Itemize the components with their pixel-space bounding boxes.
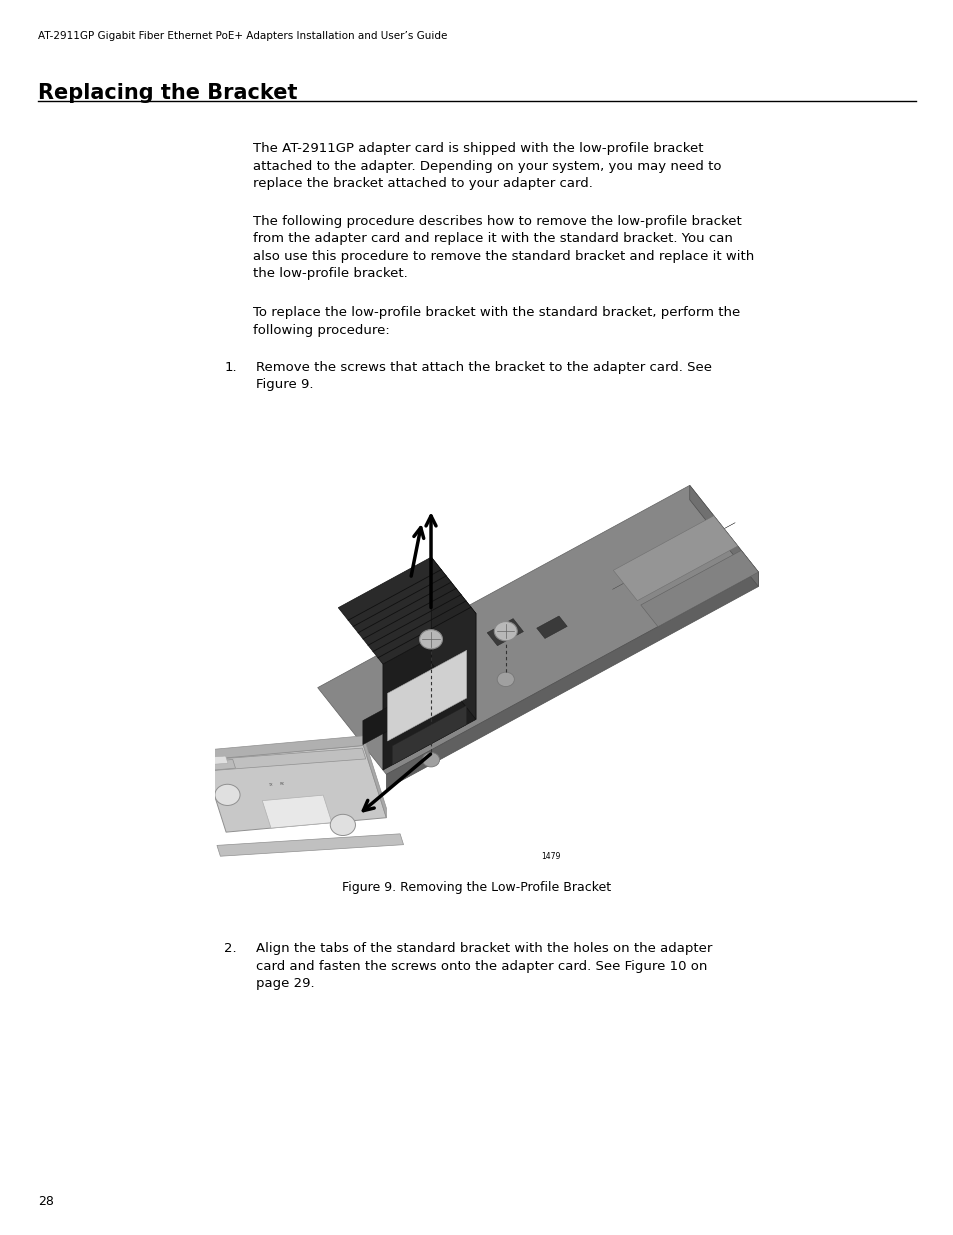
Polygon shape (317, 485, 758, 774)
Polygon shape (386, 572, 758, 789)
Polygon shape (392, 705, 466, 764)
Circle shape (419, 630, 442, 648)
Text: 1.: 1. (224, 361, 236, 374)
Circle shape (422, 752, 439, 767)
Polygon shape (203, 746, 386, 832)
Polygon shape (363, 736, 386, 818)
Polygon shape (262, 795, 332, 829)
Polygon shape (204, 760, 235, 771)
Polygon shape (203, 736, 363, 760)
Text: Align the tabs of the standard bracket with the holes on the adapter
card and fa: Align the tabs of the standard bracket w… (255, 942, 711, 990)
Text: 2.: 2. (224, 942, 236, 956)
Polygon shape (216, 834, 403, 856)
Text: 28: 28 (38, 1194, 54, 1208)
Polygon shape (382, 614, 476, 769)
Polygon shape (612, 522, 735, 589)
Polygon shape (640, 551, 758, 626)
Circle shape (497, 672, 514, 687)
Text: 1479: 1479 (540, 852, 559, 861)
Circle shape (330, 814, 355, 836)
Text: Remove the screws that attach the bracket to the adapter card. See
Figure 9.: Remove the screws that attach the bracke… (255, 361, 711, 391)
Text: The AT-2911GP adapter card is shipped with the low-profile bracket
attached to t: The AT-2911GP adapter card is shipped wi… (253, 142, 720, 190)
Text: Figure 9. Removing the Low-Profile Bracket: Figure 9. Removing the Low-Profile Brack… (342, 881, 611, 894)
Polygon shape (387, 651, 466, 741)
Polygon shape (431, 557, 476, 720)
Circle shape (494, 621, 517, 641)
Polygon shape (192, 756, 228, 766)
Polygon shape (191, 748, 365, 772)
Circle shape (214, 784, 240, 805)
Polygon shape (362, 671, 456, 745)
Text: Replacing the Bracket: Replacing the Bracket (38, 83, 297, 103)
Polygon shape (338, 557, 476, 664)
Text: The following procedure describes how to remove the low-profile bracket
from the: The following procedure describes how to… (253, 215, 753, 280)
Polygon shape (537, 616, 567, 638)
Text: To replace the low-profile bracket with the standard bracket, perform the
follow: To replace the low-profile bracket with … (253, 306, 740, 337)
Polygon shape (613, 516, 737, 600)
Polygon shape (487, 619, 523, 646)
Text: TX: TX (268, 783, 273, 787)
Text: AT-2911GP Gigabit Fiber Ethernet PoE+ Adapters Installation and User’s Guide: AT-2911GP Gigabit Fiber Ethernet PoE+ Ad… (38, 31, 447, 41)
Polygon shape (689, 485, 758, 587)
Text: RX: RX (279, 782, 284, 787)
